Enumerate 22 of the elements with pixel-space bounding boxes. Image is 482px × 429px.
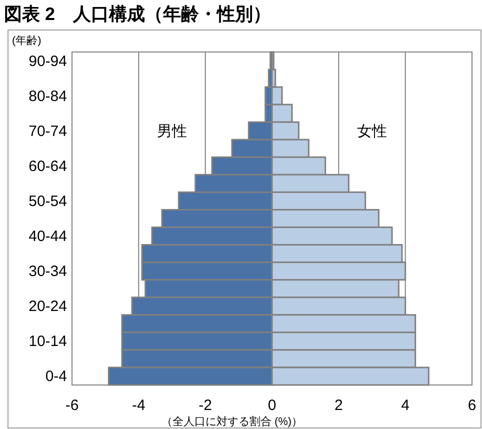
x-tick-label: -4	[132, 397, 146, 414]
x-tick-label: 0	[268, 397, 276, 414]
x-axis-title: （全人口に対する割合 (%)）	[161, 415, 303, 428]
y-tick-label: 90-94	[28, 52, 67, 70]
y-tick-label: 20-24	[28, 298, 67, 316]
x-tick-label: 2	[334, 397, 343, 414]
y-tick-label: 70-74	[28, 122, 67, 140]
x-tick-label: 6	[468, 397, 476, 414]
y-tick-label: 80-84	[28, 88, 67, 105]
y-tick-label: 30-34	[28, 263, 67, 280]
y-tick-label: 50-54	[28, 192, 67, 210]
y-tick-label: 10-14	[28, 333, 67, 350]
y-tick-label: 60-64	[28, 158, 67, 175]
text: 男性	[157, 122, 187, 140]
y-tick-label: 0-4	[45, 368, 67, 386]
x-tick-label: -2	[198, 397, 212, 414]
chart-title: 図表 2 人口構成（年齢・性別）	[4, 4, 272, 24]
y-tick-label: 40-44	[28, 228, 67, 246]
y-axis-title: (年齢)	[12, 35, 42, 47]
text: 女性	[357, 122, 387, 140]
x-tick-label: 4	[401, 397, 410, 414]
x-tick-label: -6	[65, 397, 79, 414]
